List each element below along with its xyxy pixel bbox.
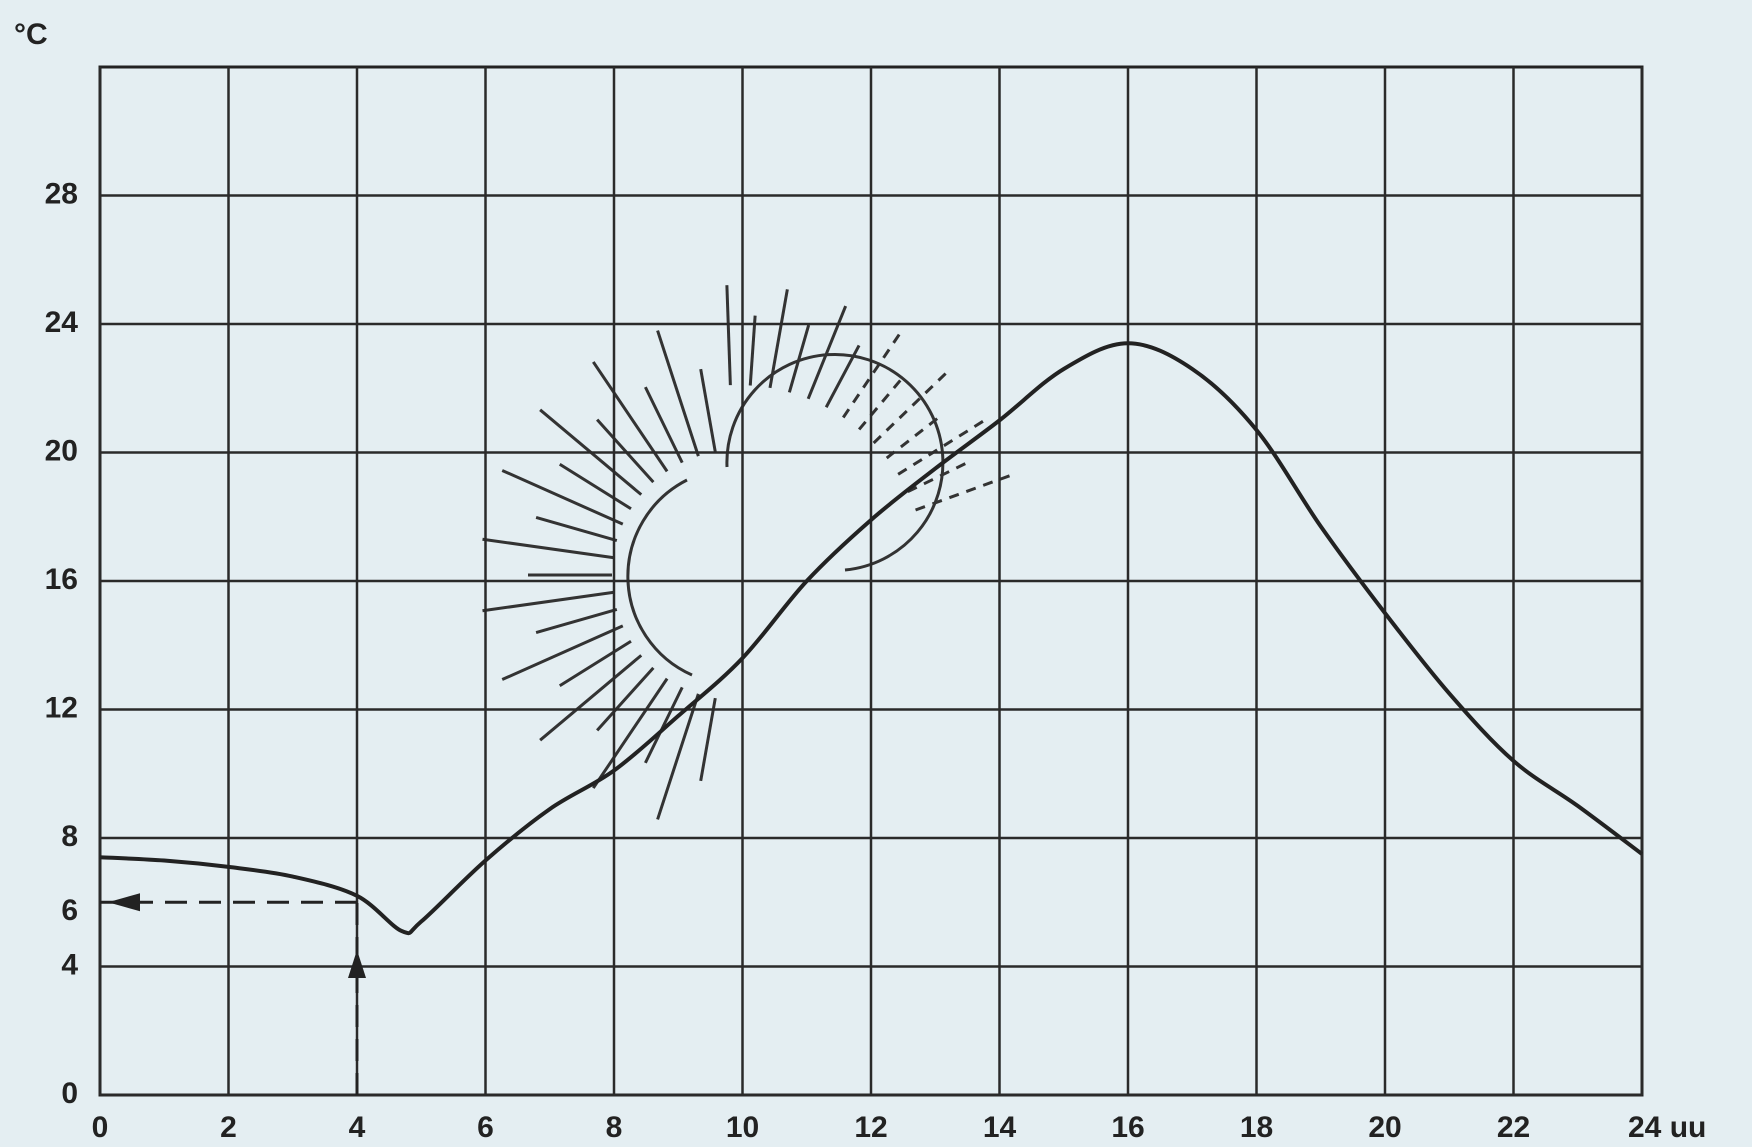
sun-ray	[535, 515, 618, 542]
sun-ray	[885, 413, 943, 460]
y-tick-label: 4	[61, 948, 78, 981]
x-tick-label: 6	[477, 1111, 494, 1144]
sun-ray	[768, 289, 789, 389]
sun-ray	[482, 590, 614, 613]
x-tick-label: 2	[220, 1111, 237, 1144]
sun-ray	[748, 315, 757, 386]
annotation-label: 6	[61, 894, 78, 927]
sun-ray	[806, 305, 848, 400]
y-tick-label: 0	[61, 1077, 78, 1110]
x-tick-label: 24 uu	[1628, 1111, 1706, 1144]
sun-ray	[592, 677, 669, 789]
sun-ray	[907, 459, 972, 494]
x-tick-label: 4	[349, 1111, 366, 1144]
sun-ray	[787, 324, 811, 393]
x-tick-label: 0	[92, 1111, 109, 1144]
sun-ray	[824, 344, 861, 408]
y-tick-label: 20	[45, 434, 78, 467]
y-tick-label: 24	[45, 306, 79, 339]
y-tick-label: 12	[45, 691, 78, 724]
sun-ray	[558, 639, 632, 688]
x-tick-label: 14	[983, 1111, 1017, 1144]
sun-ray	[644, 386, 684, 464]
sun-ray	[535, 608, 618, 635]
y-tick-label: 8	[61, 820, 78, 853]
annotation-arrowhead	[108, 893, 140, 912]
sun-ray	[857, 374, 906, 431]
sun-ray	[596, 666, 655, 732]
x-tick-label: 18	[1240, 1111, 1273, 1144]
sun-ray	[644, 686, 684, 764]
sun-ray	[656, 693, 700, 820]
annotation-arrowhead	[348, 950, 366, 978]
sun-ray	[482, 537, 614, 560]
sun-illustration	[482, 285, 1011, 820]
sun-ray	[501, 624, 624, 681]
sun-ray	[699, 368, 717, 453]
y-tick-label: 28	[45, 177, 78, 210]
x-tick-label: 12	[854, 1111, 887, 1144]
x-tick-label: 20	[1368, 1111, 1401, 1144]
y-axis-label: °C	[14, 18, 48, 51]
x-tick-label: 22	[1497, 1111, 1530, 1144]
sun-ray	[725, 285, 732, 386]
sun-ray	[501, 469, 624, 526]
x-tick-label: 8	[606, 1111, 623, 1144]
y-tick-label: 16	[45, 563, 78, 596]
sun-ray	[558, 462, 632, 511]
x-tick-label: 16	[1111, 1111, 1144, 1144]
temperature-line	[99, 341, 1644, 936]
sun-ray	[539, 654, 643, 742]
x-tick-label: 10	[726, 1111, 759, 1144]
sun-ray	[596, 418, 655, 484]
sun-disc	[626, 353, 945, 677]
sun-ray	[699, 697, 717, 782]
sun-ray	[656, 330, 700, 457]
